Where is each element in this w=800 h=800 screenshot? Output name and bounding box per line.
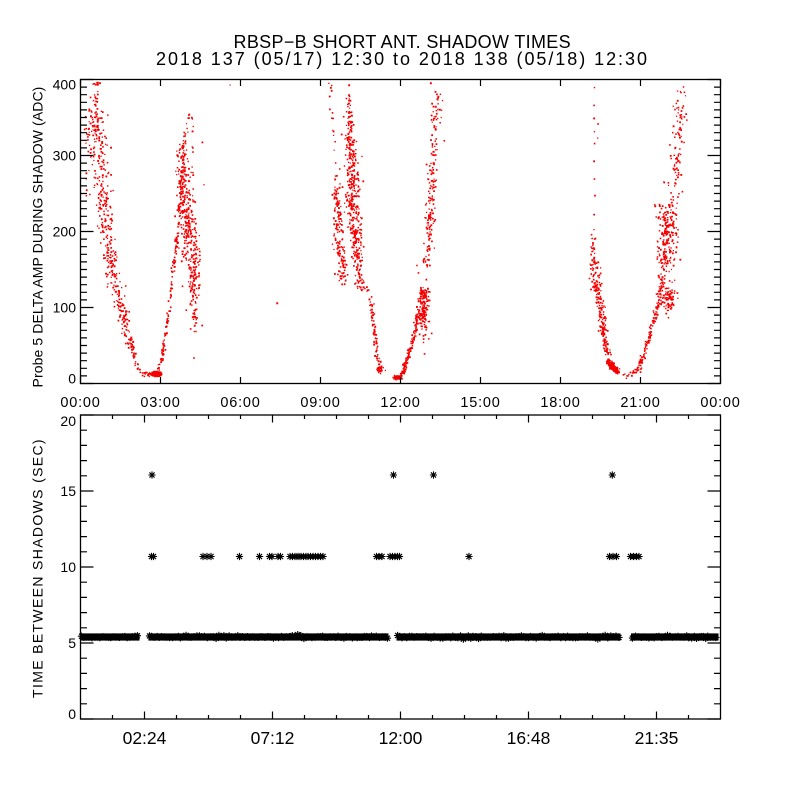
svg-text:5: 5 xyxy=(68,635,76,651)
svg-text:0: 0 xyxy=(68,371,76,387)
svg-text:03:00: 03:00 xyxy=(140,395,180,411)
svg-text:00:00: 00:00 xyxy=(700,395,740,411)
svg-text:07:12: 07:12 xyxy=(251,728,295,748)
svg-text:21:35: 21:35 xyxy=(635,728,679,748)
svg-text:12:00: 12:00 xyxy=(379,728,423,748)
svg-text:15: 15 xyxy=(60,483,76,499)
svg-text:300: 300 xyxy=(53,148,77,164)
svg-text:12:00: 12:00 xyxy=(380,395,420,411)
svg-text:Probe 5 DELTA AMP DURING SHADO: Probe 5 DELTA AMP DURING SHADOW (ADC) xyxy=(30,87,46,388)
svg-text:20: 20 xyxy=(60,413,76,429)
svg-text:400: 400 xyxy=(53,77,77,93)
svg-text:02:24: 02:24 xyxy=(123,728,167,748)
svg-text:0: 0 xyxy=(68,706,76,722)
svg-text:15:00: 15:00 xyxy=(460,395,500,411)
svg-text:21:00: 21:00 xyxy=(620,395,660,411)
svg-text:18:00: 18:00 xyxy=(540,395,580,411)
svg-text:2018 137 (05/17) 12:30 to 2018: 2018 137 (05/17) 12:30 to 2018 138 (05/1… xyxy=(156,49,649,69)
svg-text:09:00: 09:00 xyxy=(300,395,340,411)
svg-text:06:00: 06:00 xyxy=(220,395,260,411)
svg-text:16:48: 16:48 xyxy=(507,728,551,748)
svg-text:RBSP−B SHORT ANT. SHADOW TIMES: RBSP−B SHORT ANT. SHADOW TIMES xyxy=(234,32,571,52)
svg-text:00:00: 00:00 xyxy=(60,395,100,411)
svg-text:10: 10 xyxy=(60,559,76,575)
svg-text:200: 200 xyxy=(53,224,77,240)
svg-text:TIME BETWEEN SHADOWS (SEC): TIME BETWEEN SHADOWS (SEC) xyxy=(30,438,46,698)
svg-text:100: 100 xyxy=(53,300,77,316)
